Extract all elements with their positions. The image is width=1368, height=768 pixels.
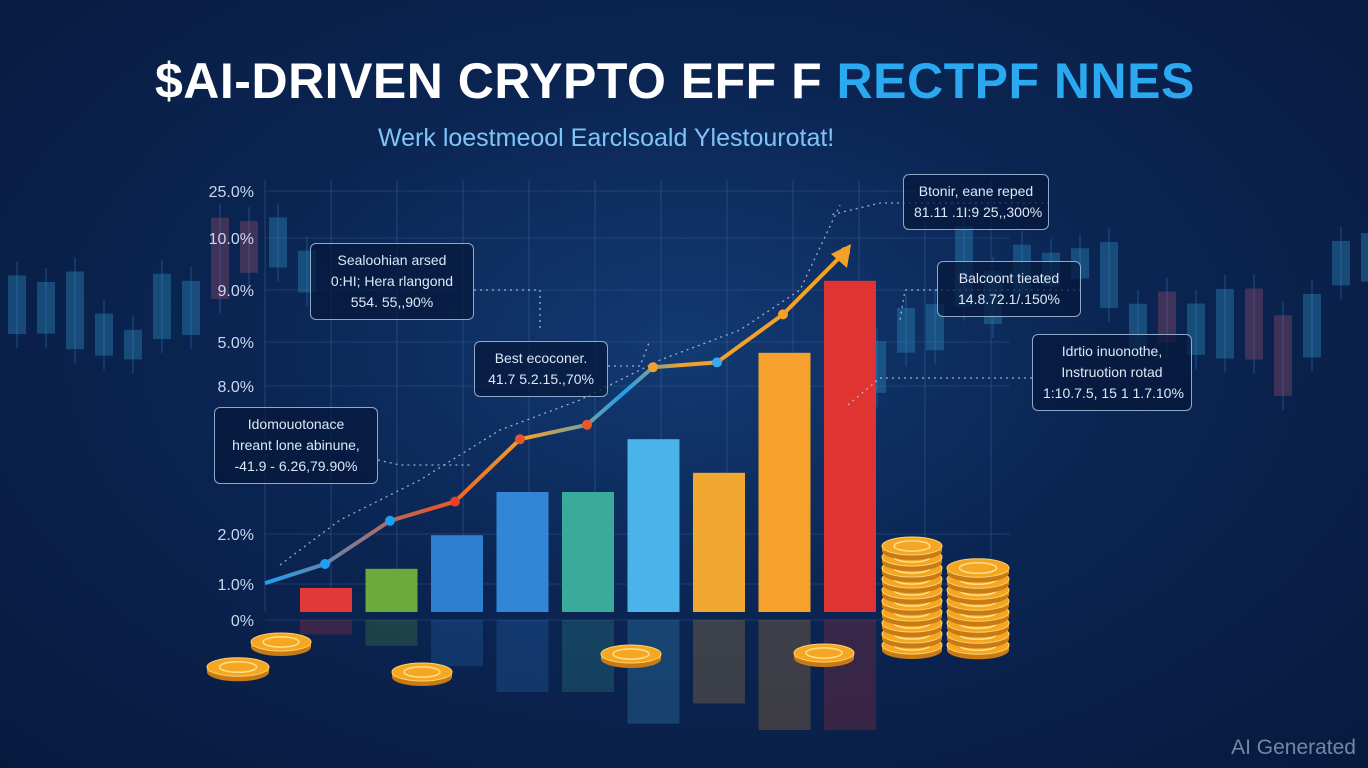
coin-icon (600, 644, 662, 668)
callout-6-line1: Idrtio inuonothe, (1061, 343, 1163, 359)
leader-line (377, 459, 470, 466)
bg-candle (211, 203, 229, 314)
bar (824, 280, 876, 612)
callout-2: Best ecoconer. 41.7 5.2.15.,70% (474, 341, 608, 397)
trend-point (648, 362, 658, 373)
trend-point (450, 496, 460, 507)
coin-icon (793, 643, 855, 667)
trend-point (778, 309, 788, 320)
coin-icon (206, 657, 270, 682)
y-tick-label: 0% (231, 613, 254, 630)
bar (562, 492, 614, 612)
coin-stack-icon (946, 558, 1010, 660)
bar (627, 439, 680, 612)
callout-2-line2: 41.7 5.2.15.,70% (488, 371, 594, 387)
bar-reflection (365, 620, 418, 646)
bg-candle (1361, 233, 1368, 282)
bg-candle (8, 261, 26, 349)
callout-3-line3: -41.9 - 6.26,79.90% (234, 458, 358, 474)
bg-candle (1332, 226, 1350, 300)
y-tick-label: 8.0% (218, 379, 254, 396)
coin-icon (250, 632, 312, 656)
callout-6-line2: Instruotion rotad (1061, 364, 1163, 380)
bg-candle (66, 257, 84, 364)
chart-subtitle: Werk loestmeool Earclsoald Ylestourotat! (378, 124, 835, 152)
bg-candle (1100, 228, 1118, 322)
y-tick-label: 25.0% (209, 184, 254, 201)
bg-candle (95, 299, 113, 370)
bg-candle (897, 293, 915, 367)
bg-candle (153, 259, 171, 354)
callout-5-line2: 14.8.72.1/.150% (958, 291, 1060, 307)
callout-6: Idrtio inuonothe, Instruotion rotad 1:10… (1032, 334, 1192, 411)
bar (300, 588, 352, 612)
bar (365, 568, 418, 612)
title-part-white: $AI-DRIVEN CRYPTO EFF F (155, 53, 837, 109)
callout-1-line1: Sealoohian arsed (337, 252, 447, 268)
callout-1-line3: 554. 55,,90% (350, 294, 434, 310)
callout-2-line1: Best ecoconer. (494, 350, 588, 366)
bg-candle (182, 266, 200, 350)
callout-3-line2: hreant lone abinune, (232, 437, 360, 453)
trend-point (582, 419, 592, 430)
y-tick-label: 9.0% (218, 283, 254, 300)
bg-candle (1303, 279, 1321, 372)
coin-stack-icon (881, 536, 943, 659)
callout-4: Btonir, eane reped 81.11 .1I:9 25,,300% (903, 174, 1049, 230)
y-tick-label: 10.0% (209, 231, 254, 248)
bar-reflection (300, 620, 352, 635)
bar (496, 492, 549, 612)
trend-point (320, 559, 330, 569)
trend-point (840, 247, 850, 257)
trend-point (515, 434, 525, 445)
bar (758, 352, 811, 612)
bg-candle (1216, 274, 1234, 373)
callout-3: Idomouotonace hreant lone abinune, -41.9… (214, 407, 378, 484)
callout-6-line3: 1:10.7.5, 15 1 1.7.10% (1043, 385, 1184, 401)
ai-generated-watermark: AI Generated (1231, 736, 1356, 759)
bar-reflection (758, 620, 811, 730)
bg-candle (1245, 274, 1263, 374)
leader-line (608, 339, 651, 367)
callout-3-line1: Idomouotonace (247, 416, 345, 432)
bg-candle (1274, 301, 1292, 410)
y-tick-label: 2.0% (218, 527, 254, 544)
trend-point (712, 357, 722, 368)
leader-line (474, 289, 541, 330)
coin-icon (391, 662, 453, 686)
leader-line (847, 377, 1032, 406)
callout-4-line2: 81.11 .1I:9 25,,300% (914, 204, 1043, 220)
bar-reflection (693, 620, 745, 704)
bar-reflection (431, 620, 483, 667)
bar-reflection (824, 620, 876, 730)
trend-line (264, 250, 847, 586)
leader-line (829, 202, 1049, 216)
page-title: $AI-DRIVEN CRYPTO EFF F RECTPF NNES (155, 52, 1195, 110)
bg-candle (124, 315, 142, 374)
trend-point (385, 515, 395, 526)
y-tick-label: 1.0% (218, 577, 254, 594)
bg-candle (37, 267, 55, 348)
callout-1-line2: 0:HI; Hera rlangond (330, 273, 454, 289)
bg-candle (240, 207, 258, 287)
callout-5-line1: Balcoont tieated (958, 270, 1060, 286)
bar (431, 535, 483, 612)
title-part-blue: RECTPF NNES (836, 53, 1195, 109)
callout-4-line1: Btonir, eane reped (918, 183, 1034, 199)
bg-candle (269, 203, 287, 282)
y-tick-label: 5.0% (218, 335, 254, 352)
bar-reflection (496, 620, 549, 692)
callout-5: Balcoont tieated 14.8.72.1/.150% (937, 261, 1081, 317)
leader-line (899, 289, 1081, 321)
bar (693, 472, 745, 612)
callout-1: Sealoohian arsed 0:HI; Hera rlangond 554… (310, 243, 474, 320)
bar-reflection (627, 620, 680, 724)
